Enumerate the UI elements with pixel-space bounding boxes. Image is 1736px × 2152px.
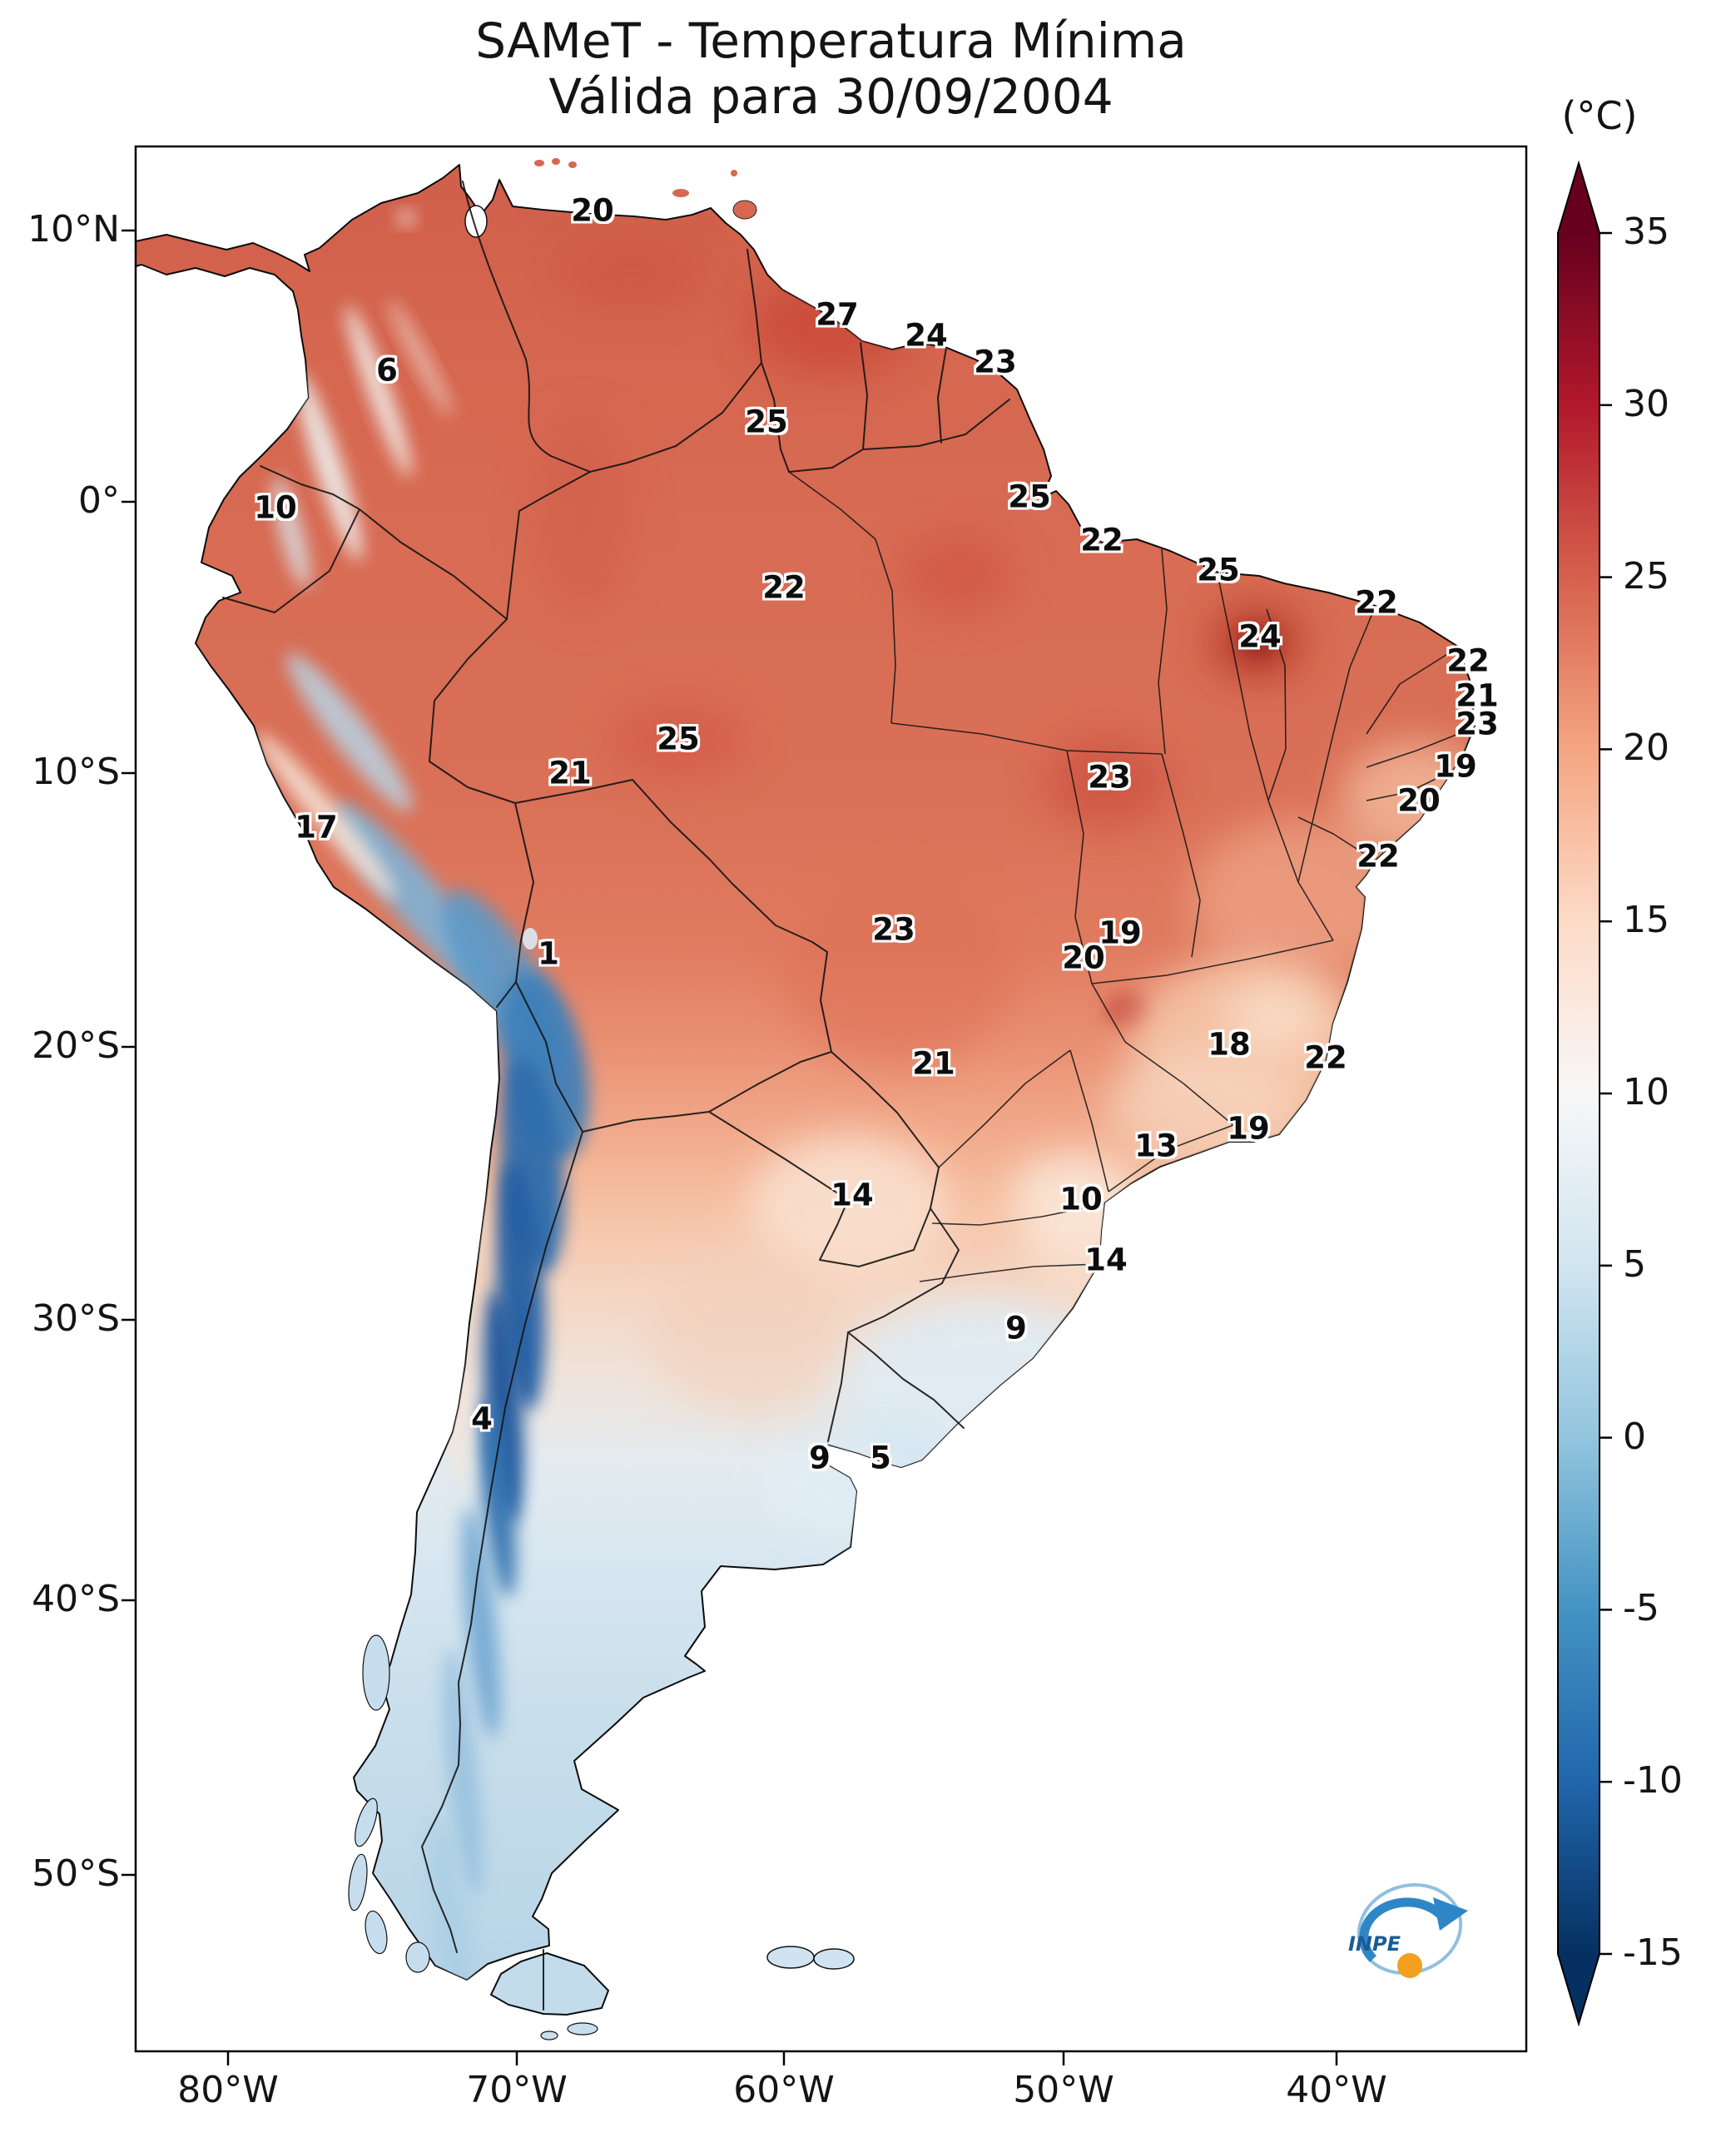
country-borders [222, 181, 1010, 2011]
tierra-del-fuego [489, 1951, 610, 2016]
figure-title-line1: SAMeT - Temperatura Mínima [475, 12, 1187, 69]
inpe-logo: INPE [1348, 1882, 1468, 1978]
axis-tick-marks [122, 229, 1338, 2065]
lake-maracaibo [464, 205, 488, 238]
logo-arrow [1359, 1897, 1445, 1962]
lake-titicaca [523, 928, 538, 950]
colorbar-tick-marks [1600, 231, 1612, 1956]
colorbar-gradient [1558, 233, 1600, 1954]
colorbar [1557, 160, 1612, 2027]
colorbar-lower-extend [1558, 1953, 1600, 2024]
map-frame [134, 145, 1528, 2053]
cape-horn-islets [540, 2022, 598, 2040]
caribbean-islands [534, 158, 757, 220]
falkland-islands [766, 1946, 855, 1970]
state-borders [788, 471, 1476, 1282]
logo-text: INPE [1348, 1932, 1401, 1956]
pacific-fjord-islands [348, 1634, 430, 1973]
figure-title: SAMeT - Temperatura Mínima Válida para 3… [136, 12, 1526, 126]
logo-arrowhead [1433, 1897, 1468, 1931]
figure-title-line2: Válida para 30/09/2004 [548, 68, 1114, 126]
colorbar-unit-label: (°C) [1561, 93, 1638, 138]
colorbar-upper-extend [1558, 163, 1600, 234]
map-content [136, 158, 1476, 2040]
logo-orange-dot [1397, 1953, 1422, 1978]
